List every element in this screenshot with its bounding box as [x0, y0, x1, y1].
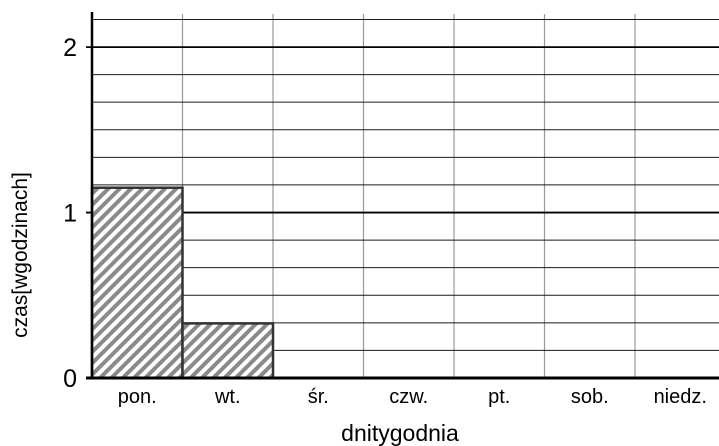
- bar-pon.: [90, 186, 184, 380]
- bars: [90, 186, 275, 380]
- y-tick-label: 0: [63, 365, 77, 393]
- x-tick-label: śr.: [308, 386, 329, 408]
- x-tick-label: czw.: [389, 386, 428, 408]
- x-tick-label: pon.: [118, 386, 157, 408]
- x-tick-label: wt.: [214, 386, 241, 408]
- y-tick-label: 2: [63, 34, 77, 62]
- x-tick-label: pt.: [488, 386, 510, 408]
- bar-wt.: [181, 322, 275, 380]
- x-tick-label: sob.: [571, 386, 609, 408]
- x-axis-title: dnitygodnia: [341, 420, 459, 446]
- x-tick-label: niedz.: [654, 386, 707, 408]
- y-axis-title: czas[wgodzinach]: [9, 172, 32, 338]
- y-tick-label: 1: [63, 200, 77, 228]
- grid: [86, 14, 719, 378]
- tick-labels: 0 1 2 pon. wt. śr. czw. pt. sob. niedz.: [63, 34, 707, 408]
- axes: [86, 12, 719, 380]
